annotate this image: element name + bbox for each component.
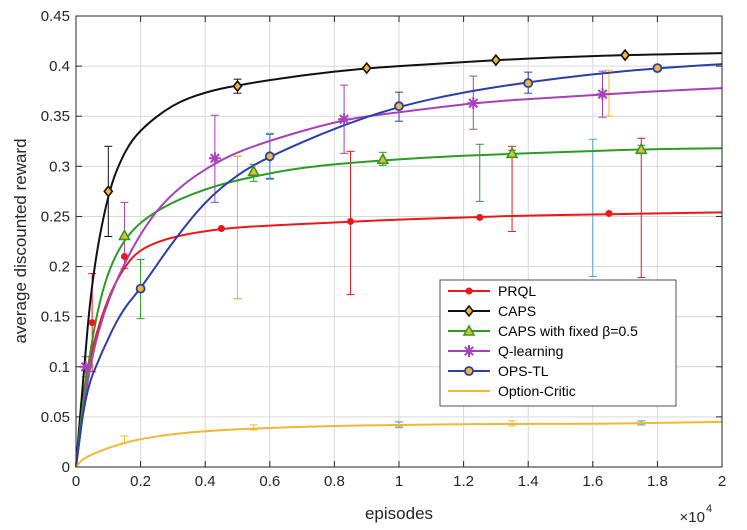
- data-point: [490, 53, 501, 67]
- x-tick-label: 0.2: [130, 473, 151, 490]
- legend-entry: Option-Critic: [448, 383, 576, 399]
- series-line-1: [75, 52, 723, 468]
- y-tick-label: 0.35: [41, 108, 70, 125]
- y-tick-label: 0: [62, 459, 70, 476]
- data-point: [79, 360, 92, 373]
- x-tick-label: 1.4: [518, 473, 539, 490]
- legend-label: Q-learning: [498, 343, 563, 359]
- data-point: [596, 88, 609, 101]
- data-point: [361, 61, 372, 75]
- data-point: [605, 209, 613, 217]
- series-line-5: [75, 420, 723, 468]
- error-bar: [637, 137, 646, 279]
- legend-entry: Q-learning: [448, 343, 563, 359]
- data-point: [120, 253, 128, 261]
- data-point: [505, 146, 519, 159]
- x-tick-label: 1.6: [582, 473, 603, 490]
- legend-label: OPS-TL: [498, 363, 549, 379]
- y-tick-label: 0.4: [49, 58, 70, 75]
- data-point: [88, 319, 96, 327]
- data-point: [620, 48, 631, 62]
- data-point: [463, 345, 475, 357]
- x-exponent: 4: [706, 503, 712, 515]
- data-point: [338, 113, 351, 126]
- data-point: [652, 63, 663, 74]
- legend-label: CAPS with fixed β=0.5: [498, 323, 638, 339]
- data-point: [208, 152, 221, 165]
- error-bar: [508, 145, 517, 232]
- y-tick-label: 0.1: [49, 359, 70, 376]
- x-exponent-label: ×10: [680, 509, 705, 526]
- data-point: [465, 287, 473, 295]
- data-point: [135, 283, 146, 294]
- x-tick-label: 0: [72, 473, 80, 490]
- x-tick-label: 0.8: [324, 473, 345, 490]
- x-axis-ticks: 0 0.2 0.4 0.6 0.8 1 1.2 1.4 1.6 1.8 2: [72, 16, 726, 490]
- legend-label: Option-Critic: [498, 383, 576, 399]
- data-point: [376, 152, 390, 165]
- y-axis-label: average discounted reward: [11, 138, 30, 343]
- y-tick-label: 0.25: [41, 208, 70, 225]
- legend-box: [439, 279, 677, 407]
- x-tick-label: 1: [395, 473, 403, 490]
- data-point: [463, 304, 475, 318]
- x-axis-label: episodes: [365, 504, 433, 523]
- error-bar: [588, 138, 597, 278]
- legend-entry: PRQL: [448, 283, 536, 299]
- x-tick-label: 0.4: [195, 473, 216, 490]
- data-point: [264, 151, 275, 162]
- legend-entry: OPS-TL: [448, 363, 549, 379]
- y-tick-label: 0.2: [49, 259, 70, 276]
- data-point: [394, 101, 404, 112]
- series-line-0: [75, 211, 723, 468]
- x-tick-label: 0.6: [259, 473, 280, 490]
- data-point: [462, 324, 476, 336]
- plot-frame: [75, 15, 723, 468]
- data-point: [634, 142, 648, 155]
- error-bar: [604, 69, 613, 117]
- series-markers: [79, 48, 663, 373]
- y-tick-label: 0.45: [41, 8, 70, 25]
- legend-entry: CAPS with fixed β=0.5: [448, 323, 638, 339]
- data-point: [347, 217, 355, 225]
- data-point: [523, 78, 534, 89]
- legend-entry: CAPS: [448, 303, 536, 319]
- x-tick-label: 1.2: [453, 473, 474, 490]
- data-point: [247, 164, 261, 177]
- data-point: [464, 366, 474, 376]
- y-tick-label: 0.3: [49, 158, 70, 175]
- data-point: [118, 228, 131, 241]
- y-tick-label: 0.05: [41, 409, 70, 426]
- data-point: [217, 224, 225, 232]
- series-lines: [75, 52, 723, 468]
- series-line-4: [75, 63, 723, 468]
- legend: PRQL CAPS CAPS with fixed β=0.5 Q-learning O…: [439, 279, 677, 407]
- legend-label: CAPS: [498, 303, 536, 319]
- series-line-3: [75, 87, 723, 468]
- y-tick-label: 0.15: [41, 309, 70, 326]
- data-point: [476, 213, 484, 221]
- data-point: [232, 79, 243, 93]
- x-tick-label: 1.8: [647, 473, 668, 490]
- error-bar: [475, 143, 484, 202]
- series-line-2: [75, 147, 723, 468]
- data-point: [467, 97, 480, 110]
- y-axis-ticks: 0 0.05 0.1 0.15 0.2 0.25 0.3 0.35 0.4 0.45: [41, 8, 722, 476]
- data-point: [103, 185, 114, 198]
- legend-label: PRQL: [498, 283, 536, 299]
- x-tick-label: 2: [718, 473, 726, 490]
